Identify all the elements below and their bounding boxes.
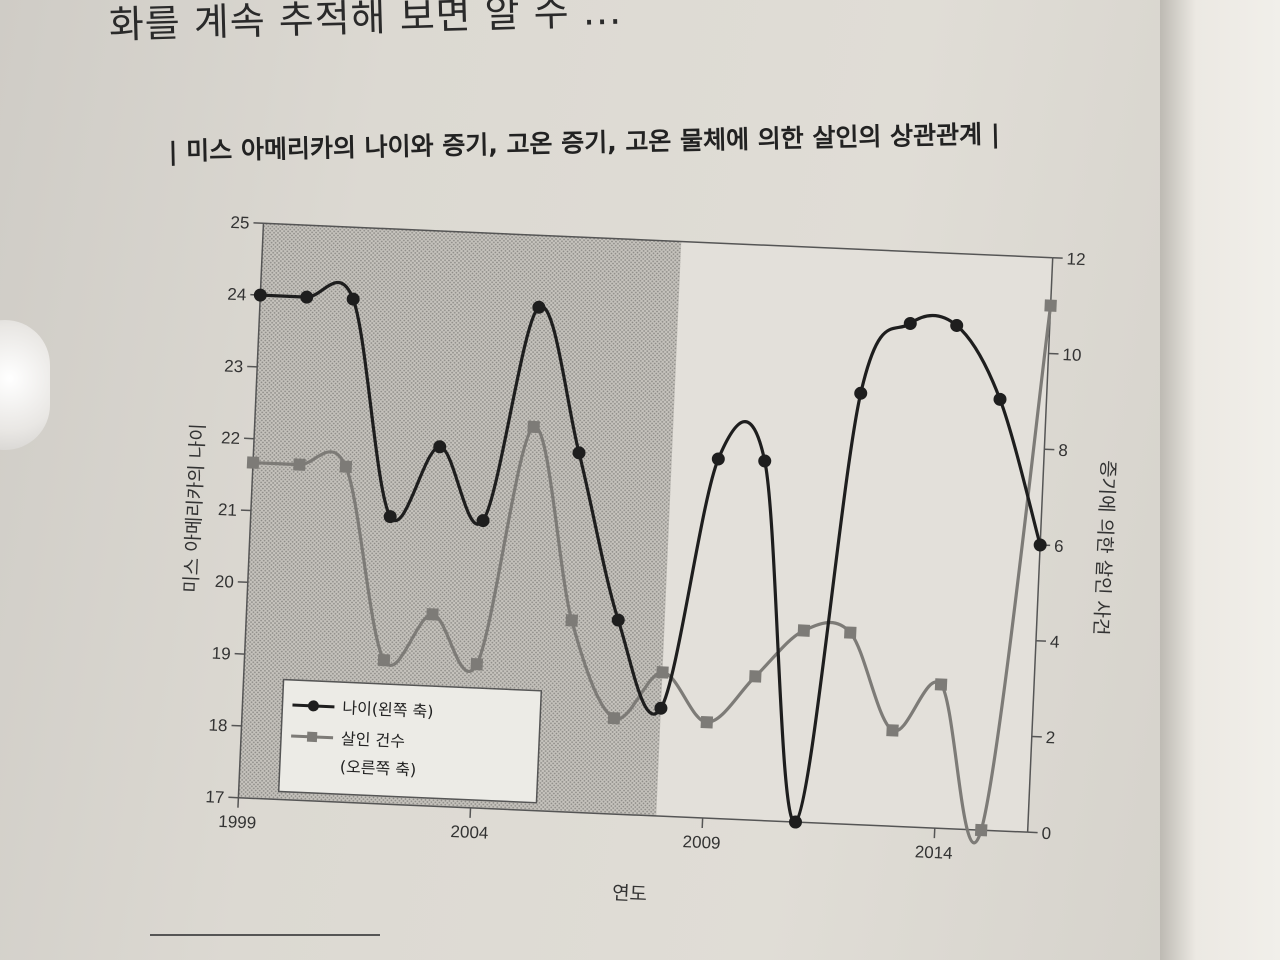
age-point [903, 316, 917, 330]
left-tick-label: 18 [208, 715, 228, 735]
age-point [711, 452, 725, 466]
age-point [854, 386, 868, 400]
x-tick-label: 2009 [682, 832, 721, 853]
plot-top-border [263, 222, 1053, 259]
right-tick-label: 10 [1062, 345, 1082, 365]
legend-age-marker [307, 700, 319, 712]
thumb [0, 320, 50, 450]
age-point [383, 510, 397, 524]
left-tick-label: 20 [214, 572, 234, 592]
legend-age-label: 나이(왼쪽 축) [342, 698, 434, 721]
legend-murders-axis-note: (오른쪽 축) [339, 757, 416, 779]
murders-point [246, 456, 260, 469]
murders-point [656, 666, 669, 679]
right-tick-label: 8 [1058, 441, 1068, 460]
shaded-region [238, 223, 682, 816]
facing-page-edge [1160, 0, 1280, 960]
age-point [1033, 538, 1047, 552]
left-tick-label: 21 [218, 500, 238, 520]
age-point [476, 514, 490, 528]
left-tick-label: 23 [224, 356, 244, 376]
left-tick-label: 19 [211, 644, 231, 664]
age-point [788, 815, 802, 829]
age-point [993, 392, 1007, 406]
murders-point [886, 724, 899, 737]
right-axis-title: 증기에 의한 살인 사건 [1089, 460, 1119, 636]
age-point [532, 300, 546, 314]
age-point [758, 454, 772, 468]
right-tick-label: 2 [1045, 728, 1055, 747]
murders-point [377, 653, 391, 667]
murders-point [700, 715, 714, 729]
x-axis-title: 연도 [612, 882, 648, 906]
age-point [654, 701, 668, 715]
murders-point [749, 670, 762, 683]
murders-point [565, 614, 578, 627]
left-tick-label: 25 [230, 213, 250, 233]
age-point [253, 288, 267, 302]
murders-point [293, 458, 306, 471]
age-point [572, 446, 586, 460]
age-point [433, 440, 447, 454]
age-point [346, 292, 360, 306]
murders-point [607, 711, 621, 725]
footnote-rule [150, 934, 380, 936]
right-tick-label: 12 [1066, 249, 1086, 269]
murders-point [1044, 299, 1057, 312]
murders-point [470, 657, 484, 671]
left-tick-label: 17 [205, 787, 225, 807]
age-point [611, 613, 625, 627]
murders-point [426, 608, 439, 621]
left-tick-label: 24 [227, 285, 247, 305]
legend-box [277, 678, 543, 804]
murders-point [974, 823, 988, 837]
x-axis-line [238, 796, 1028, 833]
murders-point [797, 624, 811, 637]
age-point [950, 318, 964, 332]
legend-murders-marker [306, 731, 318, 743]
x-tick-label: 2004 [450, 822, 489, 843]
right-tick-label: 0 [1041, 824, 1051, 843]
murders-point [339, 460, 353, 473]
age-point [300, 290, 314, 304]
murders-point [527, 420, 540, 434]
legend-murders-label: 살인 건수 [341, 729, 406, 751]
right-tick-label: 6 [1054, 537, 1064, 556]
murders-point [844, 626, 857, 639]
left-tick-label: 22 [221, 428, 241, 448]
x-tick-label: 2014 [914, 842, 953, 863]
x-tick-label: 1999 [218, 812, 257, 833]
murders-point [934, 678, 948, 691]
right-tick-label: 4 [1050, 632, 1060, 651]
left-axis-title: 미스 아메리카의 나이 [180, 423, 209, 593]
